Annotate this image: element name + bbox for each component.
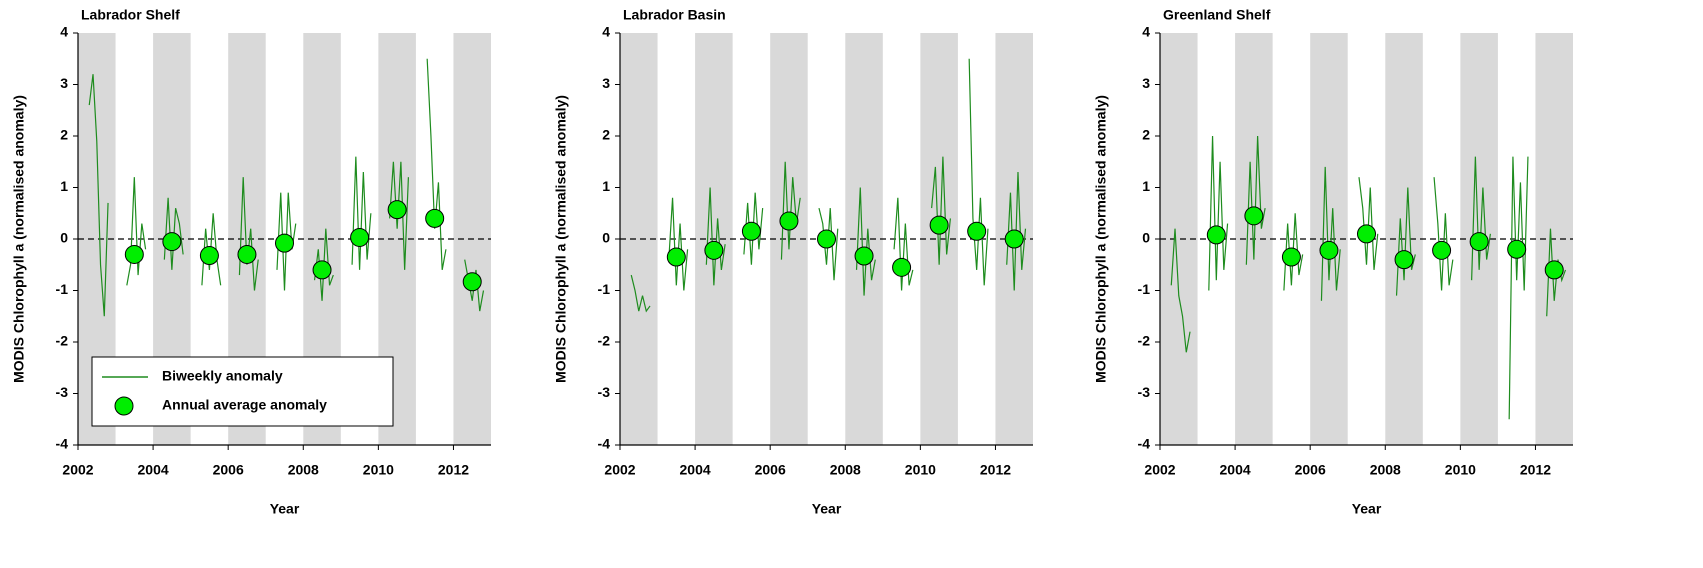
annual-marker — [929, 215, 949, 235]
annual-marker — [1206, 225, 1226, 245]
y-tick-label: 3 — [602, 75, 610, 91]
x-tick-label: 2006 — [755, 462, 786, 478]
y-tick-label: -3 — [598, 384, 611, 400]
y-axis-label: MODIS Chlorophyll a (normalised anomaly) — [1093, 95, 1109, 383]
x-tick-label: 2006 — [1295, 462, 1326, 478]
x-tick-label: 2002 — [1144, 462, 1175, 478]
annual-marker — [892, 257, 912, 277]
annual-marker — [1544, 260, 1564, 280]
y-tick-label: -2 — [1138, 333, 1151, 349]
biweekly-line — [88, 58, 485, 317]
x-tick-label: 2010 — [363, 462, 394, 478]
legend-marker — [114, 396, 134, 416]
y-axis-label: MODIS Chlorophyll a (normalised anomaly) — [553, 95, 569, 383]
panel: -4 -3 -2 -1 0 1 2 3 4 2002 2004 2006 2008 2010 2012 Gre… — [1093, 7, 1573, 517]
annual-marker — [275, 233, 294, 253]
y-tick-label: 2 — [1142, 127, 1150, 143]
biweekly-line — [630, 58, 1027, 313]
y-tick-label: 1 — [1142, 178, 1150, 194]
x-tick-label: 2012 — [1520, 462, 1551, 478]
annual-marker — [1281, 247, 1301, 267]
y-tick-label: 0 — [602, 230, 610, 246]
y-tick-label: 4 — [60, 24, 68, 40]
x-tick-label: 2004 — [680, 462, 711, 478]
x-tick-label: 2012 — [438, 462, 469, 478]
annual-marker — [1507, 239, 1527, 259]
x-tick-label: 2002 — [62, 462, 93, 478]
x-tick-label: 2012 — [980, 462, 1011, 478]
x-tick-label: 2006 — [213, 462, 244, 478]
y-tick-label: 0 — [1142, 230, 1150, 246]
annual-marker — [350, 227, 370, 247]
legend-box — [91, 356, 394, 427]
y-tick-label: -4 — [1138, 436, 1151, 452]
annual-marker — [1357, 224, 1376, 244]
annual-marker — [387, 200, 407, 220]
annual-marker — [1004, 229, 1024, 249]
annual-marker — [237, 244, 257, 264]
y-axis-label: MODIS Chlorophyll a (normalised anomaly) — [11, 95, 27, 383]
annual-marker — [779, 211, 799, 231]
annual-marker — [704, 240, 724, 260]
x-axis-label: Year — [1352, 501, 1382, 517]
y-tick-label: -1 — [1138, 281, 1151, 297]
x-tick-label: 2010 — [1445, 462, 1476, 478]
y-tick-label: 2 — [60, 127, 68, 143]
y-tick-label: -1 — [598, 281, 611, 297]
y-tick-label: -3 — [1138, 384, 1151, 400]
panel: -4 -3 -2 -1 0 1 2 3 4 2002 2004 2006 2008 2010 2012 Lab… — [11, 7, 491, 517]
y-tick-label: -3 — [56, 384, 69, 400]
x-tick-label: 2008 — [1370, 462, 1401, 478]
annual-marker — [1244, 206, 1264, 226]
annual-marker — [1469, 232, 1489, 252]
annual-marker — [312, 260, 332, 280]
y-tick-label: 4 — [1142, 24, 1150, 40]
x-tick-label: 2008 — [288, 462, 319, 478]
annual-marker — [854, 246, 874, 266]
annual-marker — [666, 247, 686, 267]
panel: -4 -3 -2 -1 0 1 2 3 4 2002 2004 2006 2008 2010 2012 Lab… — [553, 7, 1033, 517]
y-tick-label: -2 — [598, 333, 611, 349]
annual-marker — [967, 221, 987, 241]
y-tick-label: -2 — [56, 333, 69, 349]
y-tick-label: 4 — [602, 24, 610, 40]
x-tick-label: 2008 — [830, 462, 861, 478]
y-tick-label: 2 — [602, 127, 610, 143]
annual-marker — [741, 221, 761, 241]
x-tick-label: 2010 — [905, 462, 936, 478]
chart-title: Labrador Basin — [623, 7, 726, 23]
y-tick-label: -1 — [56, 281, 69, 297]
y-tick-label: 3 — [60, 75, 68, 91]
annual-marker — [425, 208, 445, 228]
annual-marker — [1394, 250, 1414, 270]
y-tick-label: 1 — [602, 178, 610, 194]
y-tick-label: -4 — [56, 436, 69, 452]
annual-marker — [1319, 240, 1339, 260]
x-tick-label: 2004 — [138, 462, 169, 478]
y-tick-label: 0 — [60, 230, 68, 246]
x-axis-label: Year — [812, 501, 842, 517]
y-tick-label: 1 — [60, 178, 68, 194]
annual-marker — [817, 229, 836, 249]
legend-label: Annual average anomaly — [162, 397, 327, 413]
x-tick-label: 2002 — [604, 462, 635, 478]
x-tick-label: 2004 — [1220, 462, 1251, 478]
biweekly-line — [1170, 135, 1567, 420]
annual-marker — [124, 244, 144, 264]
y-tick-label: -4 — [598, 436, 611, 452]
y-tick-label: 3 — [1142, 75, 1150, 91]
annual-marker — [162, 232, 182, 252]
annual-marker — [462, 272, 482, 292]
chart-title: Labrador Shelf — [81, 7, 180, 23]
annual-marker — [199, 245, 219, 265]
x-axis-label: Year — [270, 501, 300, 517]
annual-marker — [1432, 240, 1452, 260]
chart-title: Greenland Shelf — [1163, 7, 1271, 23]
legend-label: Biweekly anomaly — [162, 368, 283, 384]
